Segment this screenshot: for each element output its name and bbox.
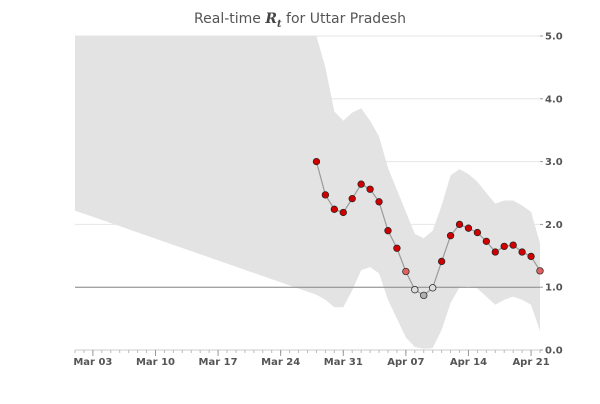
- data-point-13: [429, 284, 437, 292]
- x-tick-label-5: Apr 07: [387, 357, 424, 368]
- chart-title: Real-time Rt for Uttar Pradesh: [0, 11, 600, 30]
- x-tick-label-2: Mar 17: [199, 357, 238, 368]
- y-tick-label-1: 1.0: [545, 283, 563, 294]
- data-point-19: [482, 237, 490, 246]
- y-tick-label-5: 5.0: [545, 32, 563, 43]
- data-point-16: [455, 220, 464, 229]
- x-tick-label-6: Apr 14: [450, 357, 487, 368]
- chart-title-symbol-subscript: t: [276, 18, 282, 30]
- y-tick-label-0: 0.0: [545, 346, 563, 357]
- data-point-8: [384, 227, 392, 235]
- data-point-17: [464, 224, 473, 232]
- chart-title-prefix: Real-time: [194, 11, 266, 27]
- data-point-25: [536, 267, 544, 275]
- data-point-3: [339, 208, 347, 217]
- data-point-15: [446, 232, 455, 240]
- y-tick-label-3: 3.0: [545, 157, 563, 168]
- x-tick-label-3: Mar 24: [261, 357, 300, 368]
- credible-interval-band: [75, 36, 540, 349]
- y-tick-label-2: 2.0: [545, 220, 563, 231]
- y-tick-label-4: 4.0: [545, 94, 563, 105]
- x-tick-label-7: Apr 21: [512, 357, 549, 368]
- data-point-24: [527, 252, 535, 261]
- x-tick-label-0: Mar 03: [73, 357, 112, 368]
- data-point-20: [491, 248, 499, 256]
- chart-title-suffix: for Uttar Pradesh: [281, 11, 406, 27]
- data-point-0: [312, 157, 321, 166]
- x-tick-label-1: Mar 10: [136, 357, 175, 368]
- data-point-4: [348, 195, 356, 203]
- data-point-7: [375, 198, 383, 206]
- data-point-23: [518, 248, 526, 256]
- data-point-10: [402, 267, 410, 276]
- chart-title-symbol: Rt: [265, 11, 282, 30]
- chart-title-symbol-letter: R: [265, 11, 277, 27]
- data-point-9: [393, 244, 401, 252]
- data-point-6: [366, 185, 374, 193]
- data-point-18: [473, 228, 482, 237]
- data-point-14: [437, 257, 446, 266]
- data-point-2: [330, 205, 338, 213]
- data-point-11: [411, 286, 419, 294]
- data-point-12: [420, 291, 428, 300]
- data-point-1: [321, 191, 330, 199]
- data-point-22: [509, 241, 517, 249]
- data-point-5: [357, 180, 365, 188]
- x-tick-label-4: Mar 31: [324, 357, 363, 368]
- data-point-21: [500, 242, 508, 251]
